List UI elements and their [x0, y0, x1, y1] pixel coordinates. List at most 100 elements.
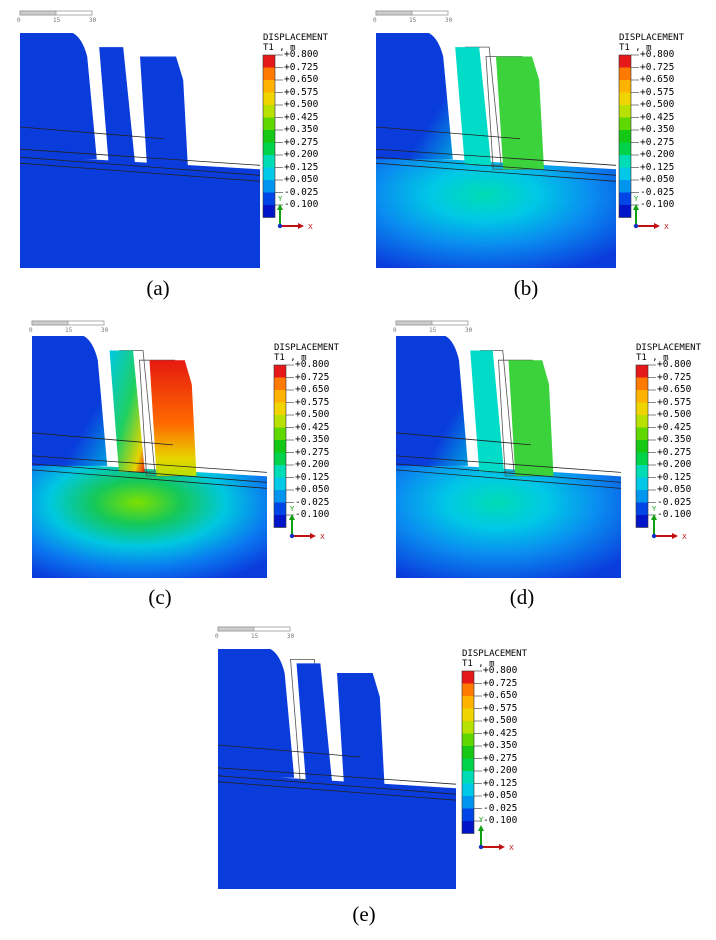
- legend-swatch: [619, 67, 631, 80]
- legend-swatch: [462, 771, 474, 784]
- legend: [618, 54, 639, 218]
- legend-label: +0.125: [657, 471, 692, 483]
- legend-swatch: [263, 155, 275, 168]
- block-1: [396, 336, 468, 466]
- legend-label: +0.575: [483, 702, 518, 714]
- legend-label: +0.425: [483, 727, 518, 739]
- block-3: [140, 56, 188, 170]
- panel-d: Y X 0 15 30 +0.800 +0.725 +0.650 +0.575 +0.500 +0.…: [386, 318, 706, 583]
- legend-swatch: [274, 440, 286, 453]
- legend-swatch: [636, 377, 648, 390]
- legend-label: +0.650: [640, 74, 675, 85]
- legend-swatch: [462, 758, 474, 771]
- legend-swatch: [619, 142, 631, 155]
- axis-label-y: Y: [289, 505, 295, 513]
- legend-swatch: [619, 92, 631, 105]
- legend-swatch: [274, 415, 286, 428]
- legend-swatch: [636, 452, 648, 465]
- legend-swatch: [274, 515, 286, 528]
- layer-lines: [19, 126, 261, 182]
- legend-label: +0.125: [640, 161, 675, 173]
- legend-label: +0.575: [657, 396, 692, 408]
- axis-label-x: X: [320, 533, 325, 541]
- axis-label-x: X: [664, 223, 669, 231]
- legend-swatch: [263, 192, 275, 205]
- legend-swatch: [619, 205, 631, 218]
- scale-bar: [375, 10, 449, 16]
- legend-label: +0.575: [640, 86, 675, 98]
- scale-label: 0: [29, 327, 33, 334]
- ground: [20, 155, 260, 268]
- legend-swatch: [619, 180, 631, 193]
- legend-label: -0.100: [295, 509, 330, 520]
- block-1: [376, 33, 453, 160]
- legend-title: DISPLACEMENT T1 , m: [619, 33, 685, 53]
- scale-label: 30: [287, 633, 295, 640]
- legend: [635, 364, 656, 528]
- legend-label: +0.725: [640, 61, 675, 73]
- layer-lines: [217, 744, 457, 801]
- legend-label: +0.800: [640, 49, 675, 60]
- axis-label-y: Y: [478, 816, 484, 824]
- legend-label: -0.100: [483, 815, 518, 826]
- legend-swatch: [263, 130, 275, 143]
- legend-label: +0.200: [640, 149, 675, 160]
- legend-label: +0.200: [284, 149, 319, 160]
- contour-plot: YX: [19, 10, 313, 268]
- legend-swatch: [274, 502, 286, 515]
- legend-title: DISPLACEMENT T1 , m: [636, 343, 702, 363]
- legend-label: +0.650: [295, 384, 330, 395]
- legend-swatch: [636, 402, 648, 415]
- block-2: [455, 47, 492, 166]
- legend-swatch: [462, 733, 474, 746]
- scale-bar: [31, 320, 105, 326]
- legend-swatch: [274, 402, 286, 415]
- block-1: [20, 33, 97, 160]
- axis-label-y: Y: [633, 195, 639, 203]
- legend-swatch: [636, 502, 648, 515]
- legend-swatch: [263, 55, 275, 68]
- legend-label: +0.350: [640, 124, 675, 135]
- legend-label: +0.200: [483, 765, 518, 776]
- legend-swatch: [263, 80, 275, 93]
- legend-swatch: [619, 130, 631, 143]
- legend-swatch: [274, 490, 286, 503]
- legend-swatch: [636, 515, 648, 528]
- legend-swatch: [636, 390, 648, 403]
- legend-label: +0.350: [284, 124, 319, 135]
- contour-plot: YX: [217, 626, 514, 889]
- legend-label: +0.125: [295, 471, 330, 483]
- axis-label-y: Y: [651, 505, 657, 513]
- legend-swatch: [619, 55, 631, 68]
- axis-triad: YX: [633, 195, 669, 231]
- scale-bar: [395, 320, 469, 326]
- legend-label: +0.650: [284, 74, 319, 85]
- layer-lines: [395, 432, 622, 489]
- scale-label: 15: [429, 327, 437, 334]
- legend-swatch: [274, 452, 286, 465]
- axis-triad: YX: [289, 505, 325, 541]
- scale-label: 0: [373, 17, 377, 24]
- legend-label: +0.500: [295, 409, 330, 420]
- legend-label: +0.575: [284, 86, 319, 98]
- ground: [218, 773, 456, 889]
- scale-label: 15: [251, 633, 259, 640]
- ground: [376, 155, 616, 268]
- legend-label: +0.425: [657, 421, 692, 433]
- ground: [32, 461, 267, 578]
- legend-swatch: [274, 390, 286, 403]
- legend-swatch: [636, 427, 648, 440]
- legend-label: -0.025: [295, 496, 330, 508]
- legend-label: -0.025: [657, 496, 692, 508]
- legend-label: +0.350: [657, 434, 692, 445]
- scale-label: 30: [465, 327, 473, 334]
- legend-label: +0.500: [284, 99, 319, 110]
- legend-swatch: [462, 696, 474, 709]
- contour-plot: YX: [395, 320, 687, 578]
- legend-label: -0.100: [640, 199, 675, 210]
- caption-d: (d): [509, 585, 535, 609]
- legend-swatch: [619, 192, 631, 205]
- legend-swatch: [263, 105, 275, 118]
- legend-label: +0.275: [640, 136, 675, 148]
- legend-label: +0.050: [284, 174, 319, 185]
